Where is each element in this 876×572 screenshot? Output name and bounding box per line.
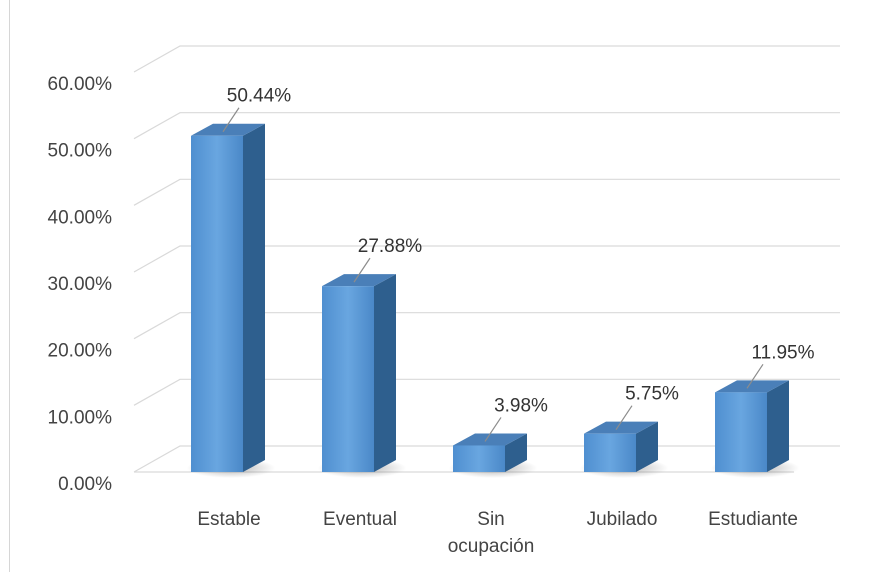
frame-border — [9, 0, 10, 572]
bar — [715, 392, 767, 472]
data-label-leader — [484, 417, 502, 442]
gridline — [133, 112, 840, 140]
bar-side — [636, 421, 658, 472]
data-label: 3.98% — [494, 395, 548, 416]
y-tick-label: 40.00% — [48, 207, 113, 228]
data-label: 50.44% — [227, 86, 292, 107]
x-tick-label: ocupación — [448, 536, 535, 557]
bar-side — [374, 274, 396, 472]
bar-top — [715, 380, 789, 393]
y-tick-label: 10.00% — [48, 407, 113, 428]
gridline — [133, 378, 840, 406]
y-tick-label: 0.00% — [58, 474, 112, 495]
data-label: 11.95% — [751, 342, 814, 363]
data-label: 5.75% — [625, 384, 679, 405]
data-label-leader — [746, 364, 764, 389]
gridline — [133, 45, 840, 73]
gridline — [133, 245, 840, 273]
bar-top — [453, 433, 527, 446]
gridline — [133, 178, 840, 206]
bar-top — [584, 421, 658, 434]
y-tick-label: 30.00% — [48, 274, 113, 295]
x-tick-label: Eventual — [323, 509, 397, 530]
x-tick-label: Estudiante — [708, 509, 798, 530]
bar — [191, 135, 243, 472]
bar-top — [322, 274, 396, 287]
data-label-leader — [353, 257, 371, 283]
bar — [584, 433, 636, 472]
x-tick-label: Sin — [477, 509, 504, 530]
y-tick-label: 50.00% — [48, 141, 113, 162]
x-tick-label: Jubilado — [587, 509, 658, 530]
bar — [453, 445, 505, 472]
bar-side — [505, 433, 527, 472]
x-tick-label: Estable — [197, 509, 260, 530]
gridline — [133, 312, 840, 340]
bar-side — [243, 123, 265, 472]
y-tick-label: 60.00% — [48, 74, 113, 95]
bar-side — [767, 380, 789, 472]
y-tick-label: 20.00% — [48, 341, 113, 362]
data-label-leader — [615, 405, 633, 430]
bar — [322, 286, 374, 472]
data-label-leader — [222, 107, 240, 133]
data-label: 27.88% — [358, 236, 423, 257]
bar-top — [191, 123, 265, 136]
